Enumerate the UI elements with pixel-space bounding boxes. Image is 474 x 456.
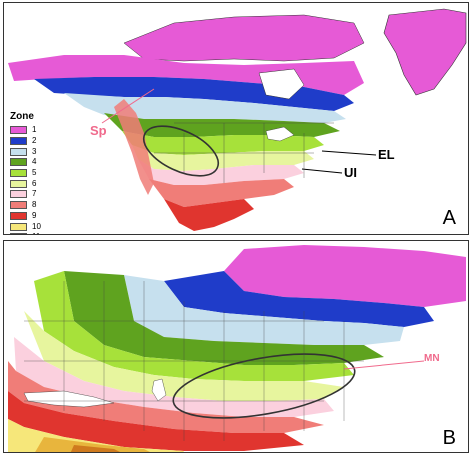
legend-row-zone-9: 9	[10, 211, 52, 222]
legend-label: 8	[32, 200, 37, 210]
map-panel-north-america: Zone 12345678910111213 Sp EL UI A	[3, 2, 469, 235]
legend-row-zone-7: 7	[10, 189, 52, 200]
legend-row-zone-6: 6	[10, 178, 52, 189]
legend-swatch	[10, 201, 27, 210]
map-panel-eurasia: MN B	[3, 240, 469, 453]
greenland-landmass	[383, 8, 467, 96]
arctic-islands	[123, 14, 365, 62]
zone-11-band	[35, 437, 150, 452]
zone-9-band	[8, 391, 304, 451]
mediterranean-sea	[23, 390, 115, 408]
legend-swatch	[10, 222, 27, 231]
zone-6-band	[132, 145, 314, 171]
sp-pointer-line	[101, 88, 155, 124]
legend-swatch	[10, 233, 27, 234]
zone-7-band	[138, 159, 304, 185]
legend-row-zone-4: 4	[10, 157, 52, 168]
zone-legend: Zone 12345678910111213	[10, 111, 52, 234]
legend-swatch	[10, 190, 27, 199]
ui-pointer-line	[301, 168, 343, 174]
zone-1-band	[8, 55, 364, 95]
legend-label: 10	[32, 221, 41, 231]
zone-3-band	[124, 275, 404, 345]
legend-row-zone-2: 2	[10, 136, 52, 147]
legend-label: 11	[32, 233, 40, 234]
zone-8-band	[149, 179, 294, 207]
study-region-ellipse-a	[142, 125, 220, 177]
legend-swatch	[10, 169, 27, 178]
study-region-ellipse-b	[172, 353, 356, 419]
zone-9-band	[164, 199, 254, 231]
great-lakes	[265, 126, 295, 142]
legend-swatch	[10, 126, 27, 135]
caspian-sea	[151, 378, 167, 402]
zone-8-band	[8, 361, 324, 433]
legend-rows: 12345678910111213	[10, 125, 52, 234]
zone-1-siberia	[224, 245, 466, 307]
zone-5-band	[34, 271, 354, 381]
legend-label: 4	[32, 157, 37, 167]
legend-label: 7	[32, 189, 37, 199]
legend-swatch	[10, 147, 27, 156]
legend-row-zone-1: 1	[10, 125, 52, 136]
legend-label: 2	[32, 136, 37, 146]
el-pointer-line	[321, 150, 377, 156]
legend-swatch	[10, 211, 27, 220]
north-america-map	[8, 8, 467, 231]
zone-2-band	[164, 271, 434, 327]
panel-letter-b: B	[442, 427, 456, 449]
hudson-bay	[258, 68, 305, 100]
legend-label: 3	[32, 146, 37, 156]
mn-pointer-line	[343, 360, 425, 370]
legend-row-zone-11: 11	[10, 232, 52, 234]
panel-letter-a: A	[442, 207, 456, 229]
legend-label: 9	[32, 210, 37, 220]
legend-row-zone-10: 10	[10, 221, 52, 232]
label-sp: Sp	[90, 123, 107, 138]
legend-row-zone-8: 8	[10, 200, 52, 211]
legend-label: 1	[32, 125, 37, 135]
legend-title: Zone	[10, 111, 34, 122]
legend-row-zone-3: 3	[10, 146, 52, 157]
label-ui: UI	[344, 165, 357, 180]
legend-row-zone-5: 5	[10, 168, 52, 179]
state-boundaries	[154, 122, 334, 183]
west-coast-strip	[114, 99, 154, 195]
legend-label: 6	[32, 178, 37, 188]
zone-12-band	[70, 445, 120, 452]
legend-swatch	[10, 179, 27, 188]
country-boundaries	[24, 281, 364, 441]
label-el: EL	[378, 147, 395, 162]
legend-swatch	[10, 137, 27, 146]
legend-swatch	[10, 158, 27, 167]
eurasia-map	[8, 245, 466, 452]
label-mn: MN	[424, 353, 440, 364]
legend-label: 5	[32, 168, 37, 178]
